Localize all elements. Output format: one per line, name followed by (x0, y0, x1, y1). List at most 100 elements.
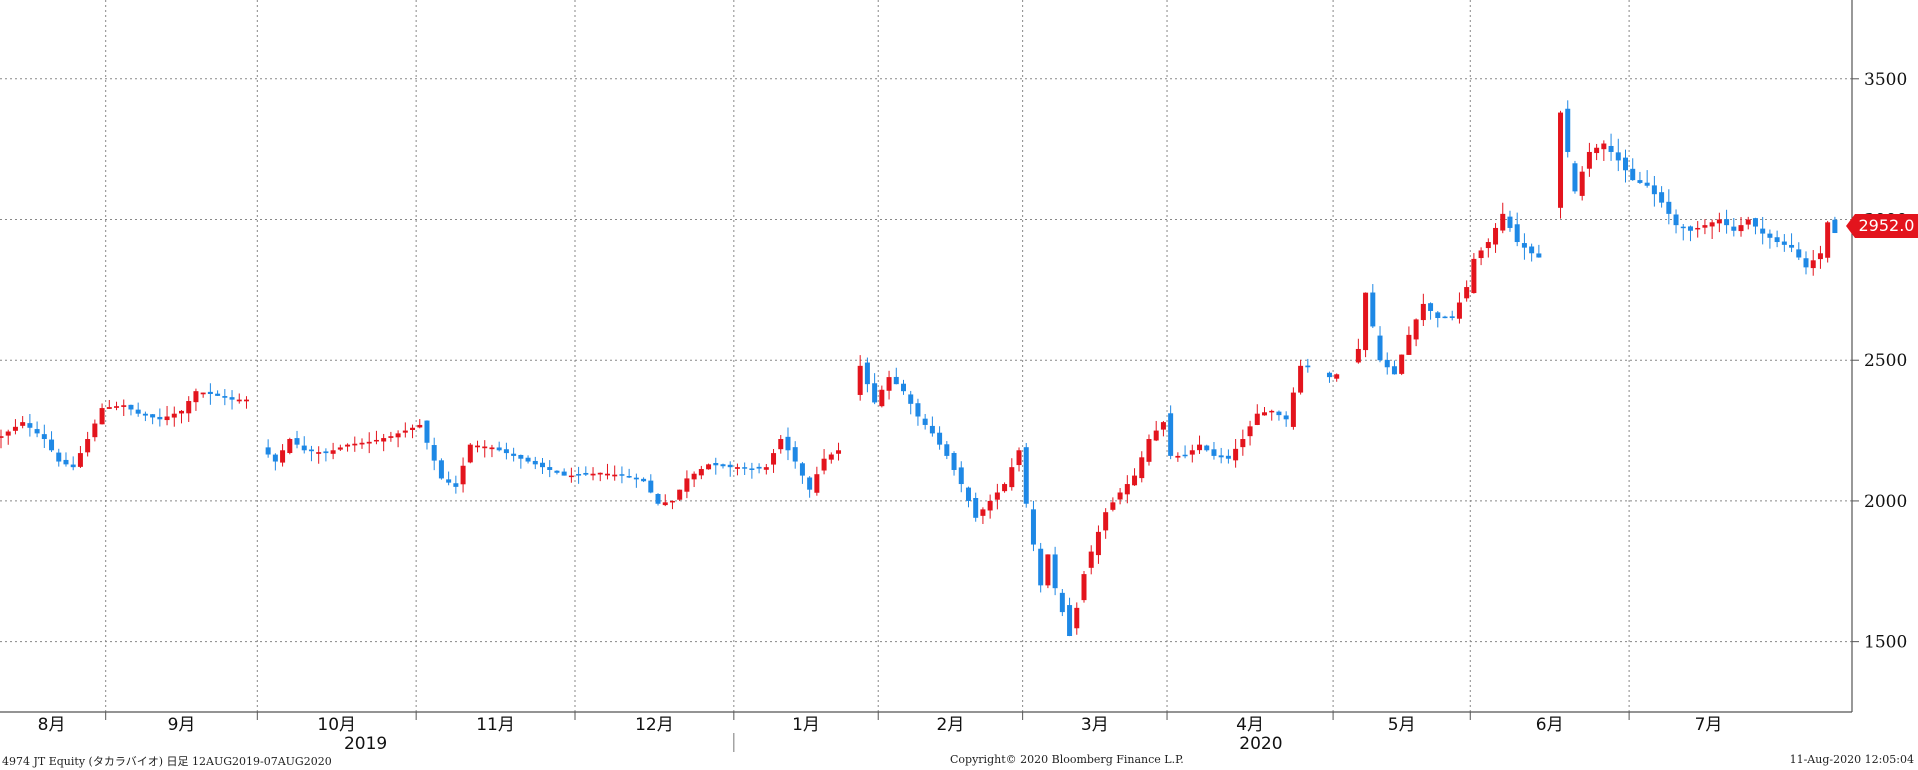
candle-body (1081, 574, 1087, 601)
candle-body (1536, 253, 1542, 258)
candle-body (590, 473, 596, 476)
candle-body (193, 391, 199, 403)
candle-body (1103, 512, 1109, 531)
candle-body (821, 458, 827, 471)
candle-body (489, 447, 495, 450)
candle-body (1088, 551, 1094, 568)
candle-body (980, 509, 986, 516)
candle-body (92, 423, 98, 438)
candle-body (807, 477, 813, 490)
candle-body (1456, 302, 1462, 319)
candles (0, 100, 1838, 637)
candle-body (669, 500, 675, 503)
candle-body (5, 431, 11, 436)
candle-body (734, 467, 740, 469)
candle-body (222, 396, 228, 398)
candle-body (1052, 554, 1058, 589)
candle-body (691, 473, 697, 480)
candle-body (453, 483, 459, 487)
candle-body (1153, 430, 1159, 441)
candle-body (547, 467, 553, 470)
x-month-label: 4月 (1236, 715, 1264, 735)
candle-body (56, 452, 62, 462)
candle-body (1370, 292, 1376, 327)
candle-body (1565, 108, 1571, 152)
candle-body (857, 365, 863, 395)
candle-body (1189, 450, 1195, 455)
candle-body (1420, 303, 1426, 321)
candle-body (1594, 147, 1600, 154)
candle-body (1659, 192, 1665, 203)
candle-body (20, 422, 26, 426)
candle-body (121, 405, 127, 407)
candle-body (1608, 145, 1614, 152)
candle-body (662, 502, 668, 506)
candle-body (1586, 151, 1592, 169)
candle-body (655, 493, 661, 504)
candle-body (70, 464, 76, 468)
candle-body (1030, 509, 1036, 545)
candle-body (215, 393, 221, 396)
candle-body (568, 475, 574, 478)
candle-body (142, 413, 148, 416)
candle-body (496, 447, 502, 451)
candle-body (525, 457, 531, 462)
candle-body (1716, 219, 1722, 224)
candle-body (1507, 216, 1513, 228)
candle-body (1832, 219, 1838, 234)
candle-body (287, 439, 293, 453)
candle-body (301, 445, 307, 451)
candle-body (1175, 455, 1181, 458)
candle-body (1384, 359, 1390, 368)
candle-body (77, 453, 83, 467)
candle-body (1774, 237, 1780, 243)
candle-body (1326, 372, 1332, 378)
candle-body (792, 447, 798, 462)
candle-body (944, 444, 950, 456)
candle-body (388, 436, 394, 438)
candle-body (886, 377, 892, 391)
candle-body (1399, 354, 1405, 374)
x-year-label: 2020 (1239, 734, 1282, 754)
candle-body (1651, 185, 1657, 195)
candle-body (532, 460, 538, 465)
candle-body (1240, 439, 1246, 448)
candle-body (1283, 415, 1289, 420)
candle-body (395, 433, 401, 438)
candle-body (381, 438, 387, 442)
candle-body (410, 427, 416, 431)
candle-body (164, 416, 170, 421)
x-month-label: 5月 (1388, 715, 1416, 735)
candle-body (1095, 531, 1101, 556)
candle-body (836, 450, 842, 454)
candle-body (742, 467, 748, 469)
candle-body (1601, 143, 1607, 150)
candle-body (1146, 439, 1152, 462)
candle-body (1644, 182, 1650, 186)
candle-body (482, 446, 488, 449)
candle-body (518, 454, 524, 459)
candle-body (1355, 348, 1361, 363)
candle-body (1752, 218, 1758, 227)
candle-body (908, 394, 914, 404)
candle-body (785, 436, 791, 451)
candle-body (171, 413, 177, 418)
candle-body (1724, 219, 1730, 226)
candle-body (1168, 413, 1174, 456)
candle-body (1666, 201, 1672, 214)
y-tick-label: 2000 (1864, 492, 1907, 512)
candle-body (973, 497, 979, 518)
candle-body (417, 424, 423, 428)
candle-body (49, 439, 55, 451)
candle-body (929, 425, 935, 434)
candle-body (1673, 214, 1679, 226)
candle-body (236, 399, 242, 402)
candle-body (727, 464, 733, 468)
candle-body (1139, 457, 1145, 479)
candle-body (1687, 226, 1693, 231)
candle-body (1074, 607, 1080, 629)
candle-body (207, 391, 213, 394)
candle-body (1514, 224, 1520, 243)
candle-body (366, 441, 372, 444)
candle-body (1067, 605, 1073, 637)
